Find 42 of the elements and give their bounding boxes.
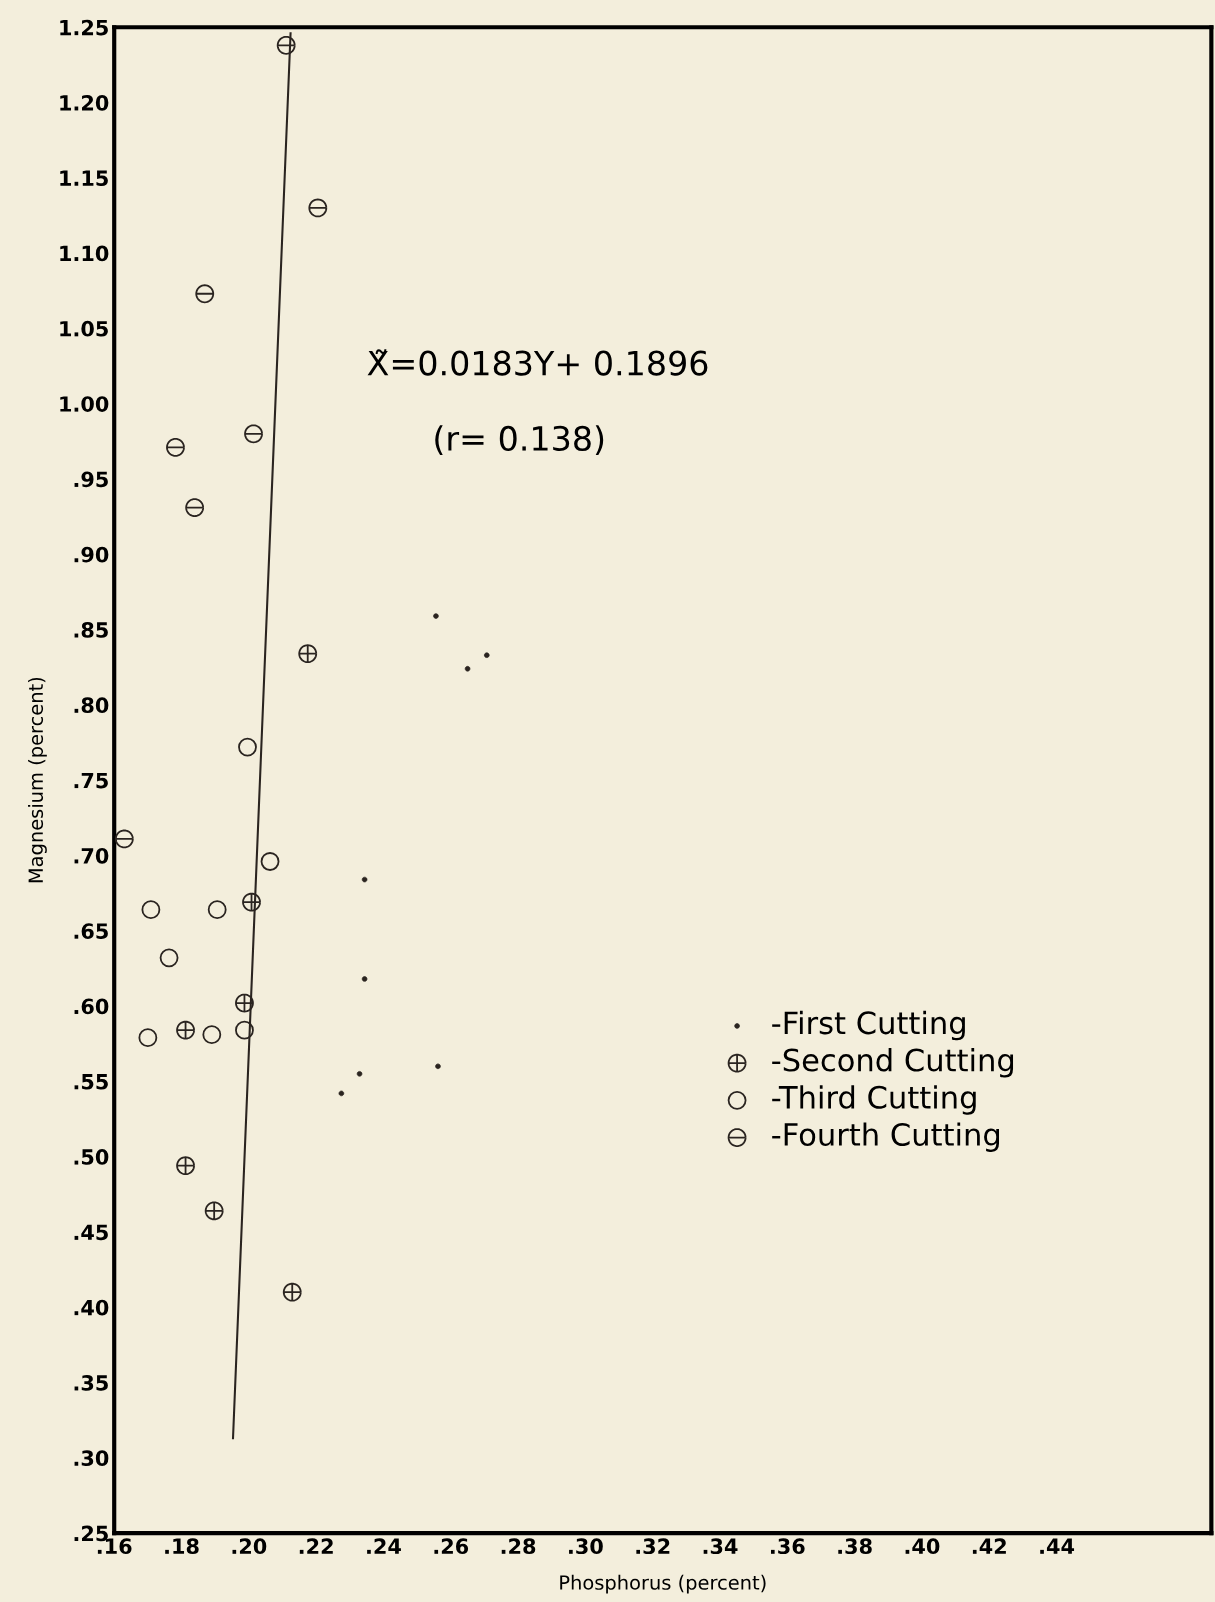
x-tick-label: .36 xyxy=(770,1538,805,1555)
x-tick-label: .18 xyxy=(165,1538,199,1555)
y-tick-label: .85 xyxy=(74,622,108,638)
annotation: (r= 0.138) xyxy=(435,425,604,455)
y-tick-label: .60 xyxy=(74,998,109,1015)
y-tick-label: 1.20 xyxy=(60,94,109,111)
x-tick-label: .26 xyxy=(434,1538,469,1555)
y-tick-label: .40 xyxy=(74,1299,109,1316)
x-tick-label: .42 xyxy=(972,1538,1006,1554)
x-tick-label: .44 xyxy=(1040,1538,1075,1554)
y-tick-label: 1.00 xyxy=(60,396,109,412)
annotation: X̃=0.0183Y+ 0.1896 xyxy=(367,349,708,376)
legend-label: -First Cutting xyxy=(772,1010,965,1041)
x-tick-label: .40 xyxy=(905,1538,940,1555)
y-tick-label: .55 xyxy=(74,1074,108,1090)
y-tick-label: .50 xyxy=(74,1149,109,1165)
legend-label: -Second Cutting xyxy=(772,1047,1014,1078)
legend-label: -Fourth Cutting xyxy=(772,1122,1000,1152)
y-tick-label: .30 xyxy=(74,1450,109,1467)
legend-label: -Third Cutting xyxy=(772,1085,976,1115)
x-tick-label: .28 xyxy=(501,1538,536,1555)
x-axis-title: Phosphorus (percent) xyxy=(560,1574,766,1594)
x-tick-label: .22 xyxy=(299,1538,333,1554)
y-tick-label: .90 xyxy=(74,546,109,563)
x-tick-label: .34 xyxy=(703,1538,738,1555)
y-tick-label: .35 xyxy=(74,1374,108,1391)
x-tick-label: .32 xyxy=(636,1538,670,1555)
y-axis-title: Magnesium (percent) xyxy=(28,677,47,883)
y-tick-label: 1.05 xyxy=(60,320,108,337)
y-tick-label: .80 xyxy=(74,697,109,714)
y-tick-label: 1.15 xyxy=(60,170,108,187)
y-tick-label: .95 xyxy=(74,471,108,488)
y-tick-label: 1.10 xyxy=(60,245,109,262)
y-tick-label: .70 xyxy=(74,847,109,864)
y-tick-label: .65 xyxy=(74,923,108,939)
y-tick-label: .75 xyxy=(74,772,108,789)
x-tick-label: .38 xyxy=(838,1538,872,1555)
x-tick-label: .20 xyxy=(232,1538,267,1555)
y-tick-label: .45 xyxy=(74,1224,108,1241)
y-tick-label: 1.25 xyxy=(60,19,108,36)
x-tick-label: .30 xyxy=(569,1538,603,1555)
x-tick-label: .24 xyxy=(367,1538,401,1554)
